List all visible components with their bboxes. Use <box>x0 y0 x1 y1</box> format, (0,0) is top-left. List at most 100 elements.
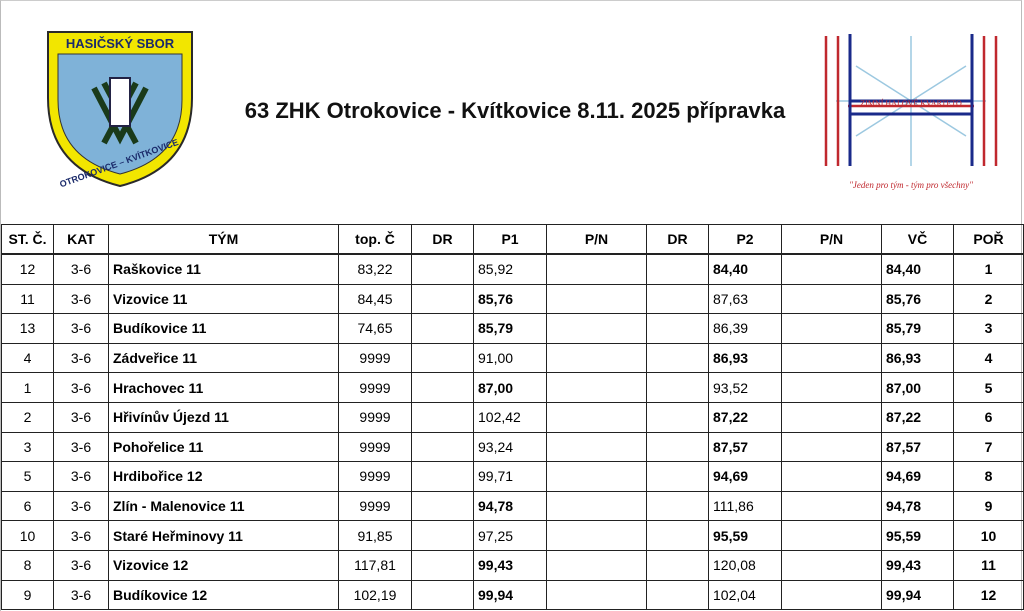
table-cell: 87,22 <box>708 401 782 433</box>
table-cell: 9999 <box>338 461 412 492</box>
table-cell <box>781 579 882 611</box>
table-cell: 94,78 <box>473 490 547 522</box>
table-row: 9 3-6 Budíkovice 12 102,19 99,94 102,04 99,94 1… <box>1 579 1024 611</box>
table-cell <box>546 283 647 315</box>
table-cell <box>781 461 882 492</box>
table-cell: 93,24 <box>473 431 547 463</box>
table-cell <box>546 372 647 403</box>
table-cell: 85,76 <box>473 283 547 315</box>
table-cell: 12 <box>953 579 1024 611</box>
table-cell: 85,76 <box>881 283 954 315</box>
logo-motto: "Jeden pro tým - tým pro všechny" <box>849 180 973 190</box>
table-cell: 8 <box>953 461 1024 492</box>
table-cell: 87,00 <box>473 372 547 403</box>
table-cell <box>781 342 882 374</box>
table-cell <box>781 431 882 463</box>
table-row: 3 3-6 Pohořelice 11 9999 93,24 87,57 87,57 7 <box>1 431 1024 463</box>
table-cell: 74,65 <box>338 313 412 344</box>
results-table: ST. Č. KAT TÝM top. Č DR P1 P/N DR P2 P/N VČ POŘ 12… <box>1 224 1024 611</box>
table-row: 8 3-6 Vizovice 12 117,81 99,43 120,08 99,43 11 <box>1 549 1024 581</box>
table-cell: 86,93 <box>708 342 782 374</box>
table-cell: 10 <box>1 520 54 551</box>
table-cell <box>546 520 647 551</box>
table-cell <box>411 401 474 433</box>
table-cell: Hrdibořice 12 <box>108 461 339 492</box>
table-cell: 86,93 <box>881 342 954 374</box>
table-cell: 7 <box>953 431 1024 463</box>
table-row: 4 3-6 Zádveřice 11 9999 91,00 86,93 86,93 4 <box>1 342 1024 374</box>
table-cell <box>546 253 647 285</box>
table-cell <box>546 461 647 492</box>
table-cell: 10 <box>953 520 1024 551</box>
table-cell: 4 <box>1 342 54 374</box>
column-header: DR <box>646 224 709 255</box>
table-cell: 85,92 <box>473 253 547 285</box>
table-row: 6 3-6 Zlín - Malenovice 11 9999 94,78 111,86 9… <box>1 490 1024 522</box>
table-cell: 3 <box>1 431 54 463</box>
column-header: top. Č <box>338 224 412 255</box>
table-cell: Zádveřice 11 <box>108 342 339 374</box>
table-cell: 3-6 <box>53 253 109 285</box>
table-row: 12 3-6 Raškovice 11 83,22 85,92 84,40 84,40 1 <box>1 253 1024 285</box>
table-cell <box>781 372 882 403</box>
table-cell <box>646 549 709 581</box>
table-cell: 9 <box>1 579 54 611</box>
table-cell: 87,57 <box>708 431 782 463</box>
table-cell: 99,43 <box>881 549 954 581</box>
logo-right: ZIMNÍ HALOVÉ KVARTETO "Jeden pro tým - t… <box>824 34 998 190</box>
table-cell: 9999 <box>338 490 412 522</box>
table-cell <box>411 253 474 285</box>
table-cell: 9999 <box>338 401 412 433</box>
table-cell: 3-6 <box>53 431 109 463</box>
table-cell: 11 <box>953 549 1024 581</box>
table-cell: 99,94 <box>881 579 954 611</box>
table-cell: 3-6 <box>53 401 109 433</box>
column-header: ST. Č. <box>1 224 54 255</box>
table-cell: 2 <box>1 401 54 433</box>
table-cell <box>781 520 882 551</box>
table-cell <box>411 461 474 492</box>
table-row: 5 3-6 Hrdibořice 12 9999 99,71 94,69 94,69 8 <box>1 461 1024 492</box>
table-row: 11 3-6 Vizovice 11 84,45 85,76 87,63 85,76 2 <box>1 283 1024 315</box>
table-cell <box>411 579 474 611</box>
table-cell: 6 <box>953 401 1024 433</box>
table-cell: 5 <box>1 461 54 492</box>
table-row: 2 3-6 Hřivínův Újezd 11 9999 102,42 87,22 87,2… <box>1 401 1024 433</box>
table-cell: 91,00 <box>473 342 547 374</box>
table-cell: 84,40 <box>708 253 782 285</box>
table-cell <box>546 342 647 374</box>
table-cell: 102,19 <box>338 579 412 611</box>
table-cell: 85,79 <box>473 313 547 344</box>
table-cell: 86,39 <box>708 313 782 344</box>
table-cell: 97,25 <box>473 520 547 551</box>
table-cell <box>781 401 882 433</box>
table-cell <box>646 461 709 492</box>
table-cell: 95,59 <box>881 520 954 551</box>
table-cell: Pohořelice 11 <box>108 431 339 463</box>
table-row: 10 3-6 Staré Heřminovy 11 91,85 97,25 95,59 95… <box>1 520 1024 551</box>
table-cell: 99,94 <box>473 579 547 611</box>
column-header: P1 <box>473 224 547 255</box>
column-header: TÝM <box>108 224 339 255</box>
table-cell: 94,78 <box>881 490 954 522</box>
table-cell <box>646 342 709 374</box>
table-cell: 3-6 <box>53 342 109 374</box>
table-cell: 117,81 <box>338 549 412 581</box>
table-cell: 3-6 <box>53 372 109 403</box>
table-cell <box>411 549 474 581</box>
table-cell <box>646 490 709 522</box>
table-cell <box>411 342 474 374</box>
table-cell: Hřivínův Újezd 11 <box>108 401 339 433</box>
table-cell: 85,79 <box>881 313 954 344</box>
table-cell <box>646 520 709 551</box>
column-header: P/N <box>546 224 647 255</box>
header-row: ST. Č. KAT TÝM top. Č DR P1 P/N DR P2 P/N VČ POŘ <box>1 224 1024 255</box>
table-cell: 87,57 <box>881 431 954 463</box>
table-cell <box>646 313 709 344</box>
table-cell <box>781 549 882 581</box>
table-cell: 94,69 <box>881 461 954 492</box>
table-row: 1 3-6 Hrachovec 11 9999 87,00 93,52 87,00 5 <box>1 372 1024 403</box>
logo-banner: ZIMNÍ HALOVÉ KVARTETO <box>860 98 962 108</box>
table-cell <box>546 313 647 344</box>
